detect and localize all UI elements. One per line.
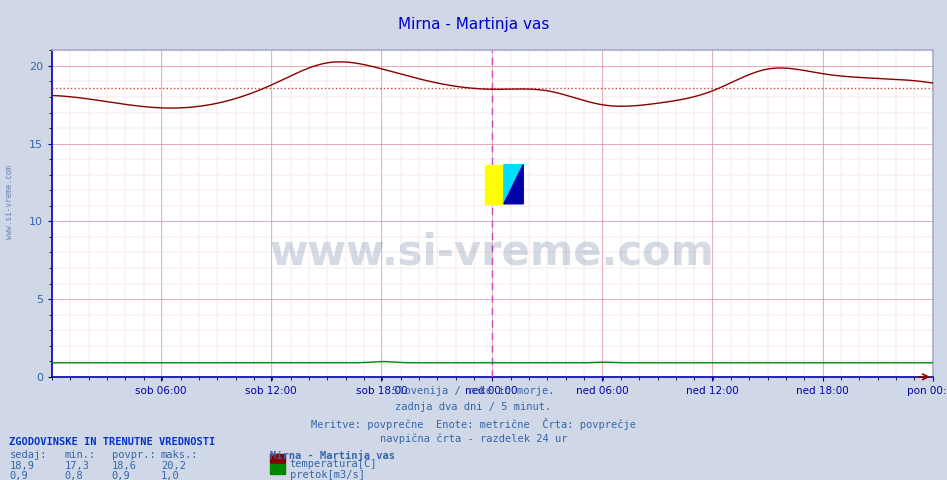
Text: pretok[m3/s]: pretok[m3/s] xyxy=(290,470,365,480)
Text: sedaj:: sedaj: xyxy=(9,450,47,460)
Polygon shape xyxy=(504,165,524,204)
Text: Slovenija / reke in morje.: Slovenija / reke in morje. xyxy=(392,386,555,396)
Text: maks.:: maks.: xyxy=(161,450,199,460)
Text: ZGODOVINSKE IN TRENUTNE VREDNOSTI: ZGODOVINSKE IN TRENUTNE VREDNOSTI xyxy=(9,437,216,447)
Polygon shape xyxy=(504,165,524,204)
Text: 0,9: 0,9 xyxy=(9,471,28,480)
Text: 0,9: 0,9 xyxy=(112,471,131,480)
Text: 17,3: 17,3 xyxy=(64,461,89,471)
Text: navpična črta - razdelek 24 ur: navpična črta - razdelek 24 ur xyxy=(380,434,567,444)
Text: min.:: min.: xyxy=(64,450,96,460)
Text: www.si-vreme.com: www.si-vreme.com xyxy=(5,165,14,239)
Text: 18,9: 18,9 xyxy=(9,461,34,471)
Text: 18,6: 18,6 xyxy=(112,461,136,471)
Text: www.si-vreme.com: www.si-vreme.com xyxy=(270,232,715,274)
Text: zadnja dva dni / 5 minut.: zadnja dva dni / 5 minut. xyxy=(396,402,551,412)
Text: 1,0: 1,0 xyxy=(161,471,180,480)
Text: Mirna - Martinja vas: Mirna - Martinja vas xyxy=(398,17,549,32)
Text: 20,2: 20,2 xyxy=(161,461,186,471)
Text: Mirna - Martinja vas: Mirna - Martinja vas xyxy=(270,450,395,461)
Text: povpr.:: povpr.: xyxy=(112,450,155,460)
Text: temperatura[C]: temperatura[C] xyxy=(290,459,377,469)
Text: Meritve: povprečne  Enote: metrične  Črta: povprečje: Meritve: povprečne Enote: metrične Črta:… xyxy=(311,418,636,430)
Text: 0,8: 0,8 xyxy=(64,471,83,480)
Bar xyxy=(485,165,504,204)
